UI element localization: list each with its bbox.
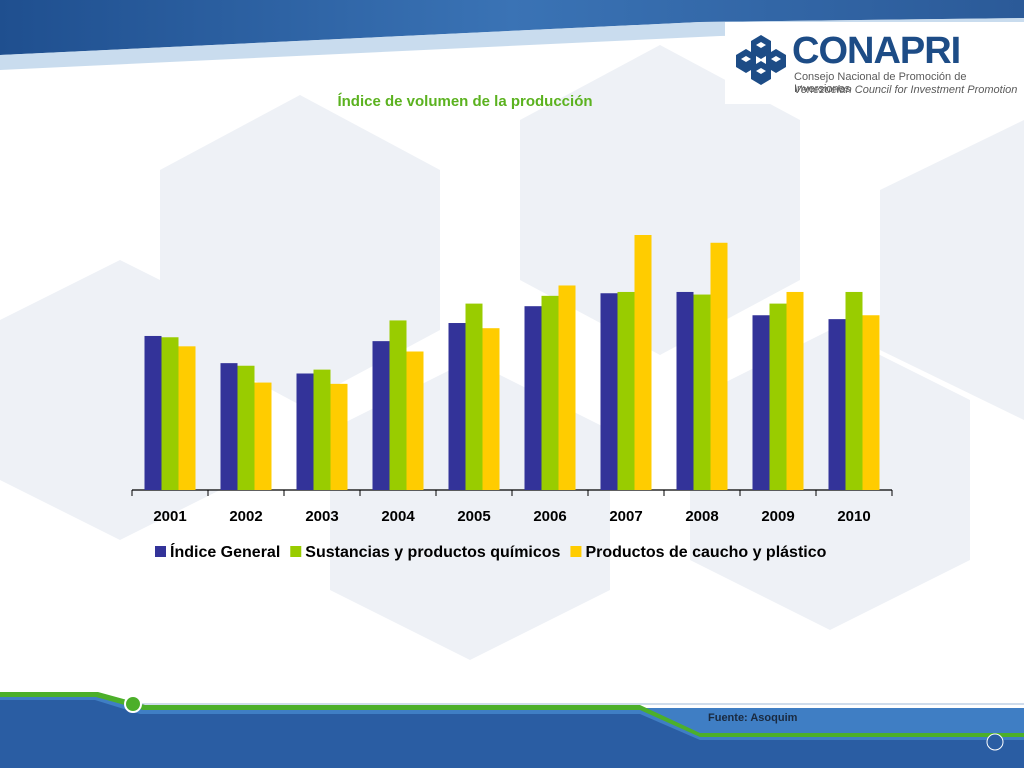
x-tick-label: 2004 — [381, 508, 415, 525]
logo-subtitle-spanish: Consejo Nacional de Promoción de Inversi… — [794, 71, 967, 95]
bar-2-2010 — [845, 291, 863, 490]
bar-2-2005 — [465, 303, 483, 490]
bar-3-2007 — [634, 235, 652, 490]
logo-subtitle-english: Venezuelan Council for Investment Promot… — [794, 84, 1018, 96]
bar-3-2003 — [330, 383, 348, 490]
x-tick-label: 2008 — [685, 508, 718, 525]
x-tick-label: 2005 — [457, 508, 490, 525]
logo-name: CONAPRI — [792, 30, 961, 72]
bar-1-2007 — [600, 293, 618, 490]
bar-1-2004 — [372, 341, 390, 490]
bar-1-2001 — [144, 335, 162, 490]
legend-label-1: Índice General — [170, 542, 280, 561]
bar-2-2001 — [161, 337, 179, 490]
bar-2-2006 — [541, 295, 559, 490]
legend-swatch-3 — [570, 546, 582, 557]
legend-label-2: Sustancias y productos químicos — [305, 544, 560, 561]
bar-1-2005 — [448, 323, 466, 490]
source-note: Fuente: Asoquim — [708, 712, 798, 724]
x-tick-label: 2007 — [609, 508, 642, 525]
bar-1-2003 — [296, 373, 314, 490]
bar-3-2002 — [254, 382, 272, 490]
x-tick-label: 2002 — [229, 508, 262, 525]
bar-3-2001 — [178, 346, 196, 490]
bar-2-2002 — [237, 365, 255, 490]
bar-3-2004 — [406, 351, 424, 490]
bar-2-2003 — [313, 369, 331, 490]
bar-3-2008 — [710, 242, 728, 490]
x-tick-label: 2001 — [153, 508, 186, 525]
x-tick-label: 2003 — [305, 508, 338, 525]
legend-swatch-1 — [155, 546, 166, 557]
legend-label-3: Productos de caucho y plástico — [585, 544, 826, 561]
bar-1-2008 — [676, 291, 694, 490]
bar-1-2006 — [524, 306, 542, 490]
legend-swatch-2 — [290, 546, 302, 557]
x-tick-label: 2009 — [761, 508, 794, 525]
chart-title: Índice de volumen de la producción — [337, 93, 593, 110]
bar-3-2006 — [558, 285, 576, 490]
bar-1-2002 — [220, 363, 238, 490]
bar-2-2007 — [617, 291, 635, 490]
bar-3-2010 — [862, 315, 880, 490]
bar-2-2009 — [769, 303, 787, 490]
conapri-cubes-logo-icon — [736, 35, 786, 85]
bar-2-2004 — [389, 320, 407, 490]
x-tick-label: 2010 — [837, 508, 870, 525]
bar-2-2008 — [693, 294, 711, 490]
x-tick-label: 2006 — [533, 508, 566, 525]
bar-1-2009 — [752, 315, 770, 490]
bar-3-2009 — [786, 291, 804, 490]
bar-1-2010 — [828, 319, 846, 490]
bar-3-2005 — [482, 328, 500, 490]
